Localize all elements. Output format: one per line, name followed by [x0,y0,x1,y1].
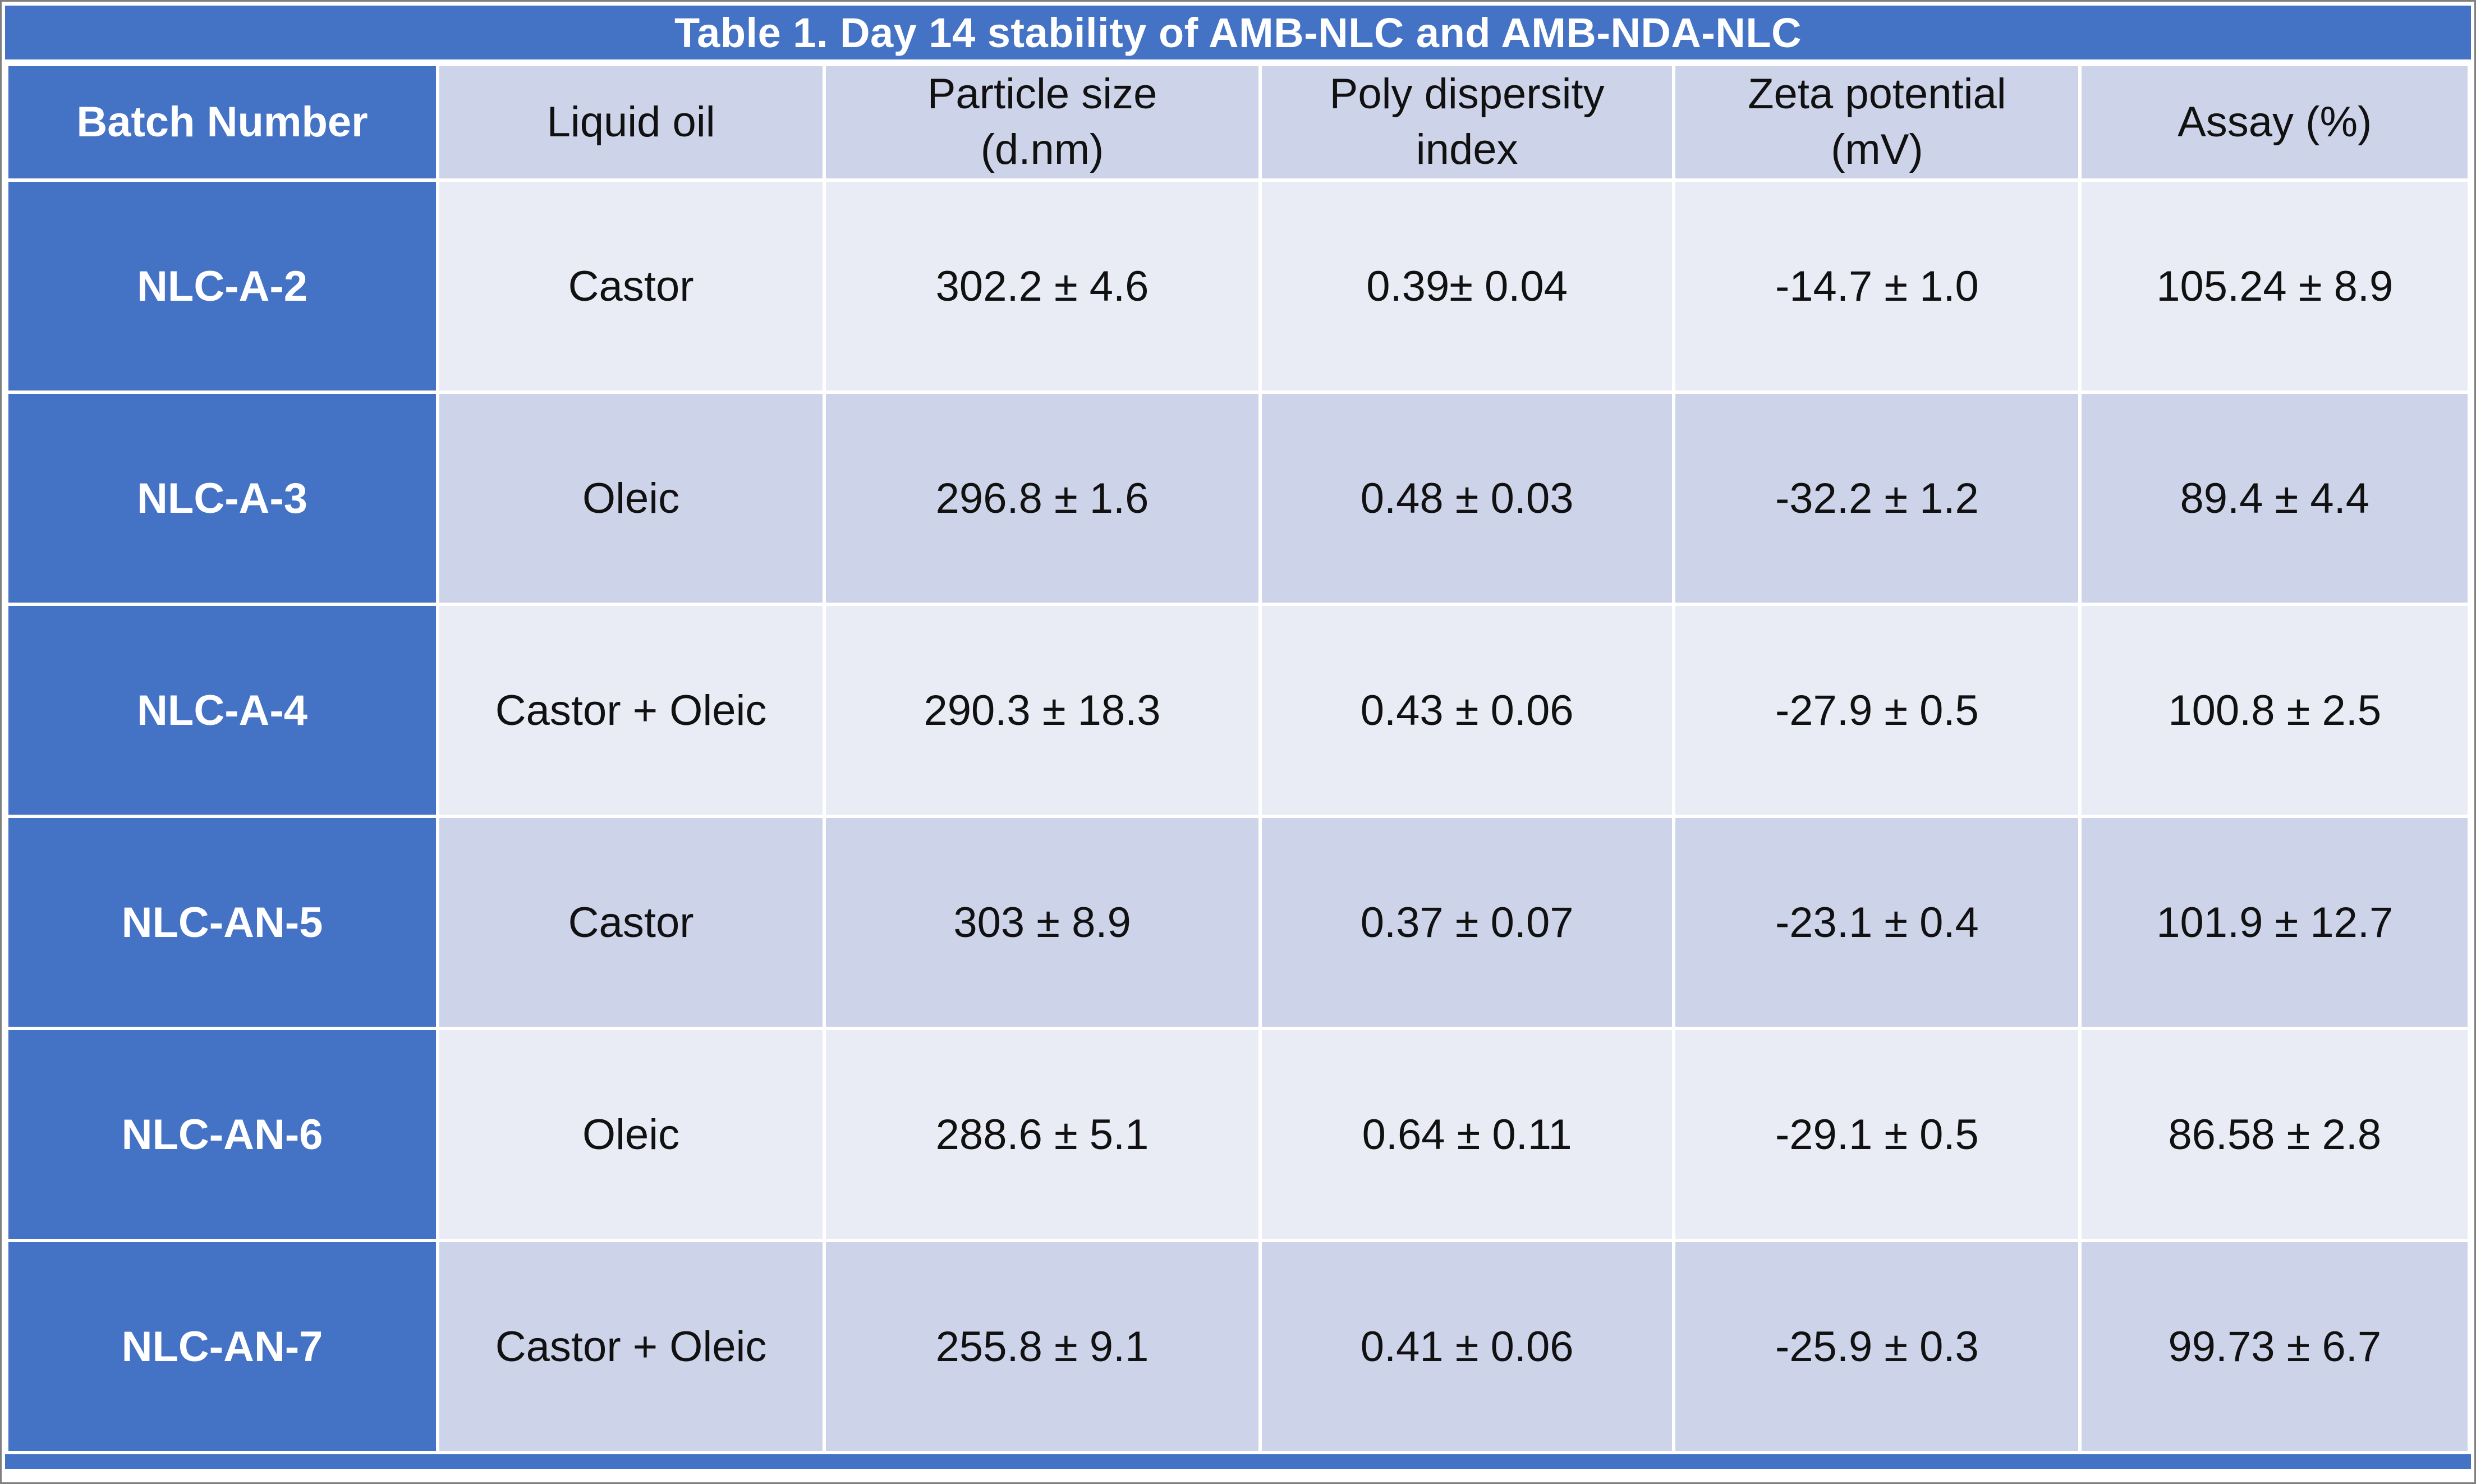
pdi-cell: 0.39± 0.04 [1258,178,1676,394]
zeta-cell: -29.1 ± 0.5 [1672,1027,2082,1242]
table-row: NLC-AN-6 Oleic 288.6 ± 5.1 0.64 ± 0.11 -… [4,1027,2471,1242]
table-row: NLC-A-3 Oleic 296.8 ± 1.6 0.48 ± 0.03 -3… [4,390,2471,606]
assay-cell: 89.4 ± 4.4 [2078,390,2471,606]
column-header-batch-number: Batch Number [4,63,440,182]
column-header-assay: Assay (%) [2078,63,2471,182]
table-row: NLC-A-4 Castor + Oleic 290.3 ± 18.3 0.43… [4,603,2471,818]
assay-cell: 101.9 ± 12.7 [2078,815,2471,1030]
zeta-cell: -25.9 ± 0.3 [1672,1239,2082,1454]
batch-cell: NLC-A-4 [4,603,440,818]
column-header-poly-dispersity-index: Poly dispersity index [1258,63,1676,182]
pdi-cell: 0.43 ± 0.06 [1258,603,1676,818]
assay-cell: 99.73 ± 6.7 [2078,1239,2471,1454]
zeta-cell: -27.9 ± 0.5 [1672,603,2082,818]
assay-cell: 86.58 ± 2.8 [2078,1027,2471,1242]
pdi-cell: 0.41 ± 0.06 [1258,1239,1676,1454]
zeta-cell: -23.1 ± 0.4 [1672,815,2082,1030]
table-title: Table 1. Day 14 stability of AMB-NLC and… [5,6,2471,59]
batch-cell: NLC-A-2 [4,178,440,394]
particle-size-cell: 290.3 ± 18.3 [823,603,1262,818]
column-header-particle-size: Particle size (d.nm) [823,63,1262,182]
liquid-oil-cell: Castor + Oleic [436,603,826,818]
particle-size-cell: 303 ± 8.9 [823,815,1262,1030]
column-header-liquid-oil: Liquid oil [436,63,826,182]
table-row: NLC-AN-7 Castor + Oleic 255.8 ± 9.1 0.41… [4,1239,2471,1454]
particle-size-cell: 296.8 ± 1.6 [823,390,1262,606]
particle-size-cell: 302.2 ± 4.6 [823,178,1262,394]
assay-cell: 105.24 ± 8.9 [2078,178,2471,394]
batch-cell: NLC-AN-6 [4,1027,440,1242]
liquid-oil-cell: Castor [436,815,826,1030]
batch-cell: NLC-AN-7 [4,1239,440,1454]
liquid-oil-cell: Castor + Oleic [436,1239,826,1454]
pdi-cell: 0.37 ± 0.07 [1258,815,1676,1030]
table-container: Table 1. Day 14 stability of AMB-NLC and… [4,6,2471,1479]
table-row: NLC-AN-5 Castor 303 ± 8.9 0.37 ± 0.07 -2… [4,815,2471,1030]
zeta-cell: -14.7 ± 1.0 [1672,178,2082,394]
column-header-zeta-potential: Zeta potential (mV) [1672,63,2082,182]
liquid-oil-cell: Castor [436,178,826,394]
assay-cell: 100.8 ± 2.5 [2078,603,2471,818]
particle-size-cell: 255.8 ± 9.1 [823,1239,1262,1454]
pdi-cell: 0.64 ± 0.11 [1258,1027,1676,1242]
liquid-oil-cell: Oleic [436,390,826,606]
table-header-row: Batch Number Liquid oil Particle size (d… [4,63,2471,182]
batch-cell: NLC-A-3 [4,390,440,606]
batch-cell: NLC-AN-5 [4,815,440,1030]
stability-table: Batch Number Liquid oil Particle size (d… [4,63,2471,1454]
table-row: NLC-A-2 Castor 302.2 ± 4.6 0.39± 0.04 -1… [4,178,2471,394]
zeta-cell: -32.2 ± 1.2 [1672,390,2082,606]
table-bottom-accent-bar [5,1454,2471,1469]
particle-size-cell: 288.6 ± 5.1 [823,1027,1262,1242]
liquid-oil-cell: Oleic [436,1027,826,1242]
pdi-cell: 0.48 ± 0.03 [1258,390,1676,606]
